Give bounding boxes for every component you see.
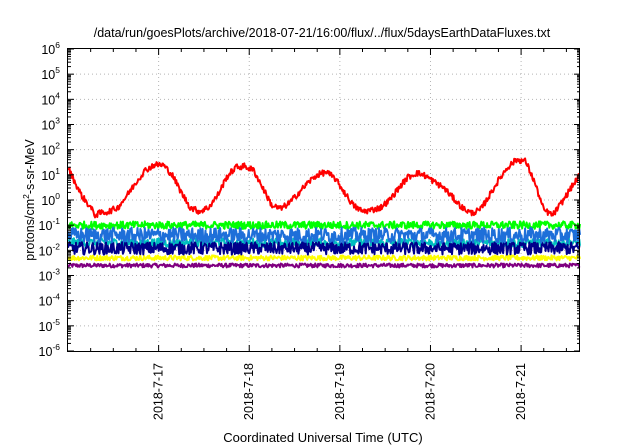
y-axis-label-rest: -s-sr-MeV — [23, 139, 37, 195]
y-tick-exponent: -1 — [52, 216, 60, 226]
y-tick-exponent: -2 — [52, 241, 60, 251]
y-tick-exponent: -5 — [52, 317, 60, 327]
x-axis: 2018-7-17 2018-7-18 2018-7-19 2018-7-20 2018… — [90, 49, 567, 420]
x-tick-label: 2018-7-20 — [423, 363, 437, 420]
x-tick-label: 2018-7-18 — [242, 363, 256, 420]
y-tick-exponent: 0 — [55, 191, 60, 201]
y-tick-label: 10-5 — [39, 317, 61, 334]
series-line — [67, 254, 581, 262]
y-tick-base: 10 — [41, 93, 55, 107]
y-tick-base: 10 — [39, 270, 53, 284]
chart-title: /data/run/goesPlots/archive/2018-07-21/1… — [94, 26, 551, 40]
series-line — [67, 226, 581, 244]
y-tick-exponent: 2 — [55, 141, 60, 151]
y-tick-exponent: -3 — [52, 267, 60, 277]
x-axis-label: Coordinated Universal Time (UTC) — [223, 430, 422, 445]
y-tick-base: 10 — [39, 219, 53, 233]
y-axis-label-sup: 2 — [21, 194, 31, 199]
y-tick-label: 10-3 — [39, 267, 61, 284]
y-tick-label: 102 — [41, 141, 60, 158]
y-tick-exponent: 6 — [55, 40, 60, 50]
data-series — [67, 157, 581, 269]
x-tick-label: 2018-7-19 — [333, 363, 347, 420]
y-tick-label: 100 — [41, 191, 60, 208]
y-tick-exponent: -6 — [52, 342, 60, 352]
y-axis-label: protons/cm2-s-sr-MeV — [21, 139, 37, 261]
y-tick-label: 10-4 — [39, 292, 61, 309]
y-tick-base: 10 — [41, 194, 55, 208]
x-tick-label: 2018-7-21 — [514, 363, 528, 420]
y-tick-label: 104 — [41, 90, 60, 107]
y-tick-base: 10 — [41, 169, 55, 183]
y-tick-label: 106 — [41, 40, 60, 57]
y-tick-base: 10 — [39, 295, 53, 309]
series-line — [67, 241, 581, 256]
y-tick-base: 10 — [41, 68, 55, 82]
series-line — [67, 262, 581, 269]
y-tick-exponent: -4 — [52, 292, 60, 302]
x-tick-label: 2018-7-17 — [152, 363, 166, 420]
y-tick-exponent: 5 — [55, 65, 60, 75]
y-tick-base: 10 — [39, 320, 53, 334]
y-tick-base: 10 — [41, 43, 55, 57]
y-tick-base: 10 — [39, 345, 53, 359]
series-line — [67, 220, 581, 230]
y-tick-exponent: 4 — [55, 90, 60, 100]
y-tick-label: 101 — [41, 166, 60, 183]
y-tick-label: 10-1 — [39, 216, 61, 233]
y-tick-base: 10 — [39, 244, 53, 258]
series-line — [67, 157, 581, 219]
y-tick-label: 10-2 — [39, 241, 61, 258]
y-tick-exponent: 3 — [55, 116, 60, 126]
y-axis-label-base: protons/cm — [23, 199, 37, 261]
y-tick-label: 10-6 — [39, 342, 61, 359]
y-tick-base: 10 — [41, 119, 55, 133]
y-tick-label: 103 — [41, 116, 60, 133]
y-tick-base: 10 — [41, 144, 55, 158]
grid-lines — [68, 49, 580, 351]
y-axis: 10-610-510-410-310-210-11001011021031041… — [39, 40, 580, 359]
y-tick-label: 105 — [41, 65, 60, 82]
y-tick-exponent: 1 — [55, 166, 60, 176]
